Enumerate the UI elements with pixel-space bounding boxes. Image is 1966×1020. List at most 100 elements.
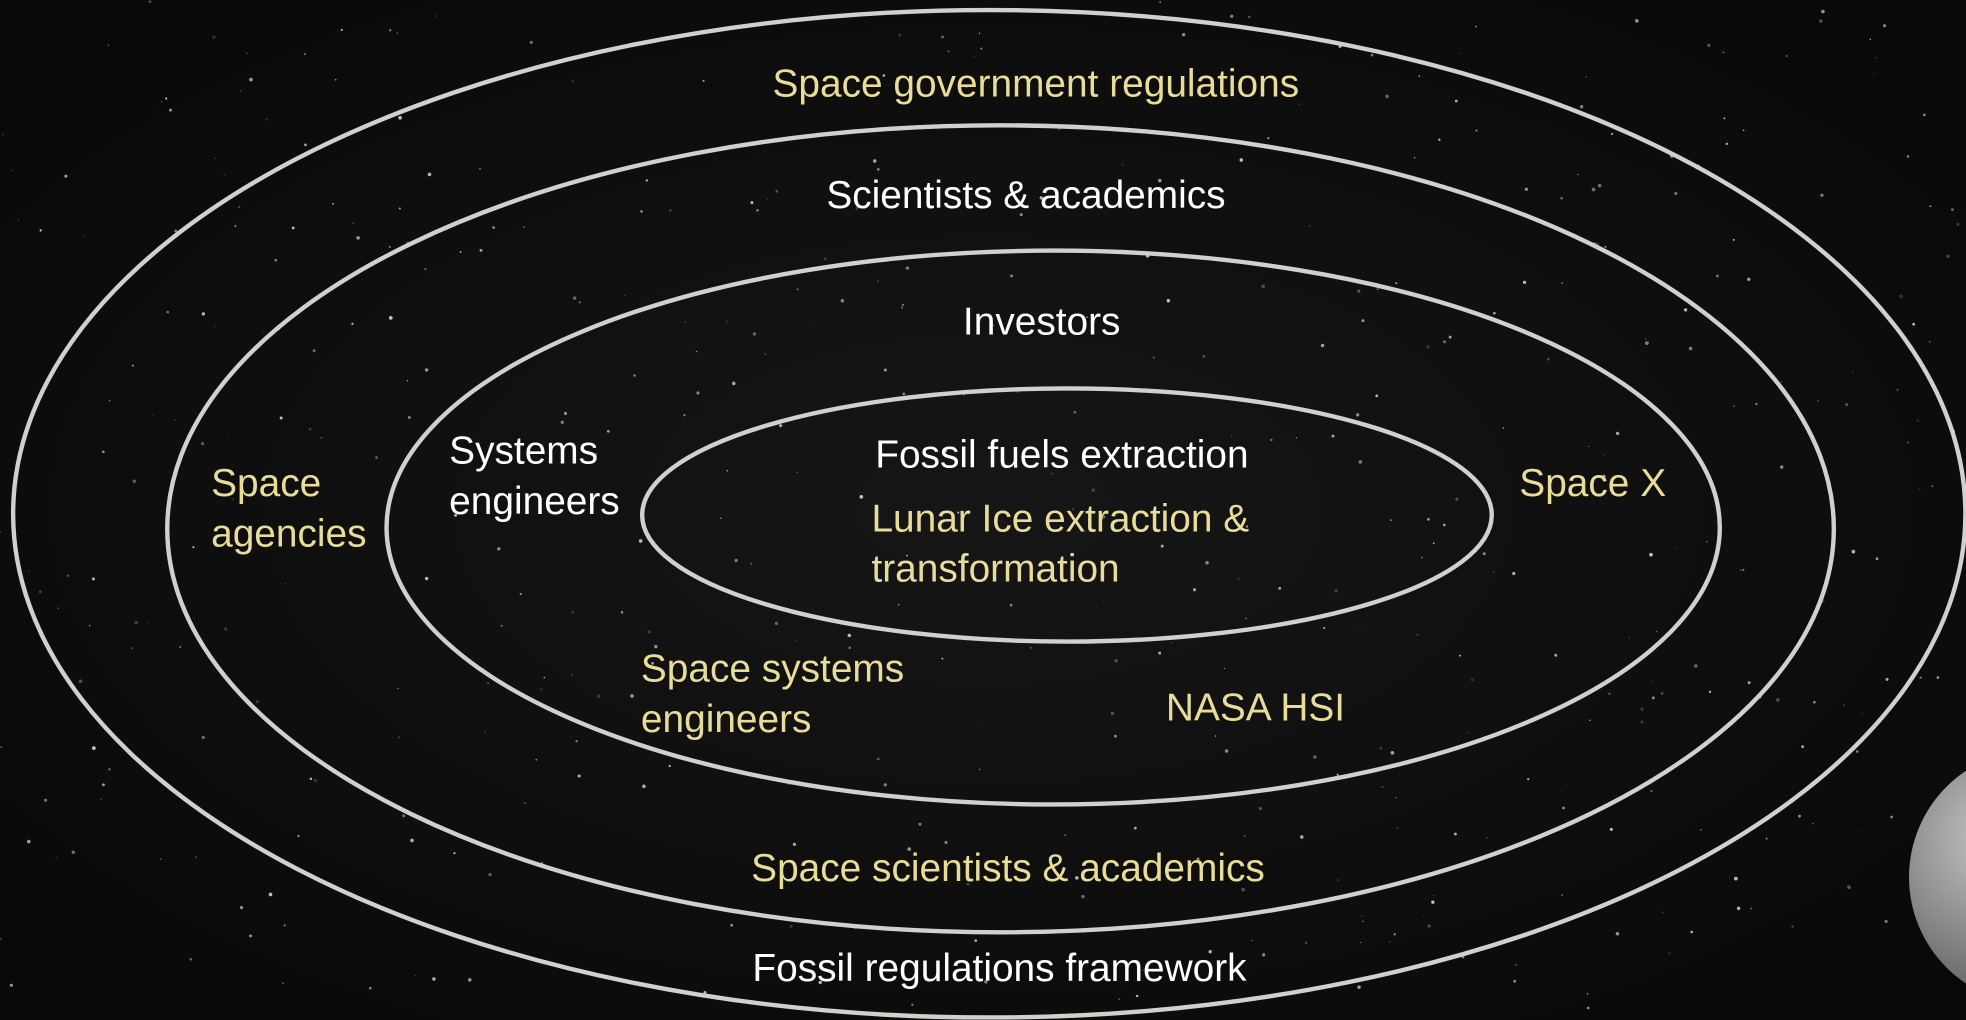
star [1610,132,1614,136]
star [398,115,402,120]
star [540,688,543,691]
star [1683,308,1688,312]
star [978,768,981,770]
star [1694,664,1698,668]
star [1640,720,1644,724]
star [1072,508,1074,510]
star [1188,963,1191,966]
star [39,590,42,593]
star [159,858,162,861]
star [1142,969,1145,972]
star [840,298,845,303]
star [1649,552,1653,557]
star [1455,497,1459,501]
star [238,205,241,209]
star [223,174,226,176]
star [703,991,707,995]
label: Space scientists & academics [751,847,1265,890]
star [571,610,575,614]
label: Fossil regulations framework [752,947,1247,990]
star [1442,523,1446,527]
star [796,471,798,473]
star [944,449,948,453]
star [855,206,859,210]
star [1395,282,1398,285]
star [1513,979,1517,983]
star [1515,963,1518,966]
star [1655,630,1658,633]
star [774,621,779,626]
star [1912,322,1916,326]
star [645,179,648,182]
star [0,938,2,941]
star [165,97,168,100]
label: Space government regulations [772,62,1299,105]
star [1674,547,1676,549]
star [166,310,170,314]
star [131,364,134,367]
star [872,159,877,163]
star [192,546,195,549]
star [877,280,879,282]
star [1418,75,1421,77]
star [83,235,85,238]
star [246,52,248,54]
star [1883,24,1887,28]
star [775,189,779,193]
star [535,758,538,761]
star [966,882,970,886]
star [375,456,378,459]
star [1562,806,1566,810]
star [249,934,253,938]
star [1096,605,1098,607]
star [1845,403,1849,407]
star [524,802,526,804]
star [351,322,354,325]
star [900,101,902,103]
star [764,353,767,356]
star [1715,274,1719,278]
star [1475,129,1478,132]
star [1931,485,1934,488]
star [1460,53,1462,55]
star [720,517,722,519]
star [1196,857,1200,861]
label: engineers [641,698,812,741]
star [1475,25,1477,28]
star [91,577,96,581]
star [1812,822,1814,825]
star [27,839,31,844]
star [1875,57,1878,59]
star [352,222,355,224]
star [1674,191,1678,195]
star [1134,826,1137,830]
star [594,452,598,456]
star [941,35,944,39]
star [1427,924,1431,928]
star [274,258,278,262]
star [57,607,60,610]
star [1414,156,1416,159]
star [424,576,429,581]
star [1869,38,1871,41]
star [1390,519,1392,522]
star [1628,637,1630,639]
star [132,479,137,484]
star [64,174,68,178]
star [1039,196,1043,200]
star [730,923,733,927]
star [356,236,360,240]
star [1390,751,1395,755]
star [571,674,573,676]
star [102,783,105,787]
star [824,257,827,260]
star [364,539,366,542]
star [683,413,686,417]
star [309,777,313,781]
star [692,733,695,736]
star [1313,755,1317,759]
star [389,29,392,32]
star [1586,993,1589,995]
star [407,416,411,419]
star [1780,465,1784,469]
